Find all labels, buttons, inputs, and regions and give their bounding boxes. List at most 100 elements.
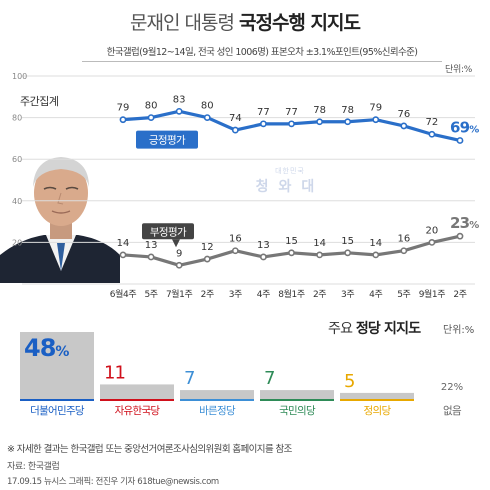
data-point xyxy=(372,251,380,259)
data-label: 14 xyxy=(313,238,326,249)
bar-value-label: 22% xyxy=(441,382,463,393)
svg-text:부정평가: 부정평가 xyxy=(150,226,187,238)
data-label: 16 xyxy=(397,234,410,245)
data-point xyxy=(456,137,464,144)
y-tick-label: 20 xyxy=(12,238,22,247)
x-tick-label: 9월1주 xyxy=(419,288,446,300)
data-label: 69% xyxy=(450,118,479,136)
y-tick-label: 100 xyxy=(12,72,27,81)
watermark-sub: 대한민국 xyxy=(275,167,305,175)
data-point xyxy=(316,251,323,259)
series-label-disapprove: 부정평가 xyxy=(142,223,194,248)
party-unit: 단위:% xyxy=(443,325,475,336)
data-label: 78 xyxy=(313,105,326,116)
data-label: 77 xyxy=(285,107,298,118)
series-label-approve: 긍정평가 xyxy=(136,130,198,149)
data-label: 77 xyxy=(257,107,270,118)
title-light: 문재인 대통령 xyxy=(130,12,235,34)
data-label: 23% xyxy=(450,214,479,232)
data-label: 14 xyxy=(117,238,130,249)
bar-category-label: 더불어민주당 xyxy=(30,405,85,417)
x-tick-label: 5주 xyxy=(397,289,410,300)
bar-category-label: 없음 xyxy=(443,404,462,417)
party-title-light: 주요 xyxy=(328,321,353,337)
footnote: ※ 자세한 결과는 한국갤럽 또는 중앙선거여론조사심의위원회 홈페이지를 참조 xyxy=(7,444,292,455)
bar-category-label: 국민의당 xyxy=(279,405,316,417)
x-tick-label: 4주 xyxy=(257,289,270,300)
data-point xyxy=(231,247,239,255)
approval-line-chart: 20 40 60 80 100 6월4주 5주 7월1주 2주 3주 4주 8월1주 2주 3주 4주 5주… xyxy=(12,72,480,300)
x-tick-label: 4주 xyxy=(369,289,382,300)
data-label: 79 xyxy=(117,103,130,114)
source-line: 자료: 한국갤럽 xyxy=(7,462,60,472)
party-support-title: 주요 정당 지지도 xyxy=(328,318,421,338)
x-tick-label: 2주 xyxy=(201,289,214,300)
data-label: 9 xyxy=(176,248,182,259)
data-label: 13 xyxy=(145,240,158,251)
y-tick-label: 60 xyxy=(12,155,22,164)
president-portrait xyxy=(0,157,120,283)
x-tick-label: 2주 xyxy=(453,289,466,300)
data-label: 15 xyxy=(285,236,298,247)
data-point xyxy=(288,120,295,128)
y-tick-label: 80 xyxy=(12,114,22,123)
bar-value-label: 5 xyxy=(344,371,354,392)
bar-category-label: 바른정당 xyxy=(199,405,236,417)
x-tick-label: 8월1주 xyxy=(278,288,305,300)
data-label: 13 xyxy=(257,240,270,251)
watermark-main: 청와대 xyxy=(255,179,325,195)
x-tick-label: 2주 xyxy=(313,289,326,300)
data-point xyxy=(428,130,436,138)
data-point xyxy=(428,238,436,246)
data-label: 79 xyxy=(369,103,382,114)
y-tick-label: 40 xyxy=(12,197,22,206)
data-label: 20 xyxy=(426,225,439,236)
data-point xyxy=(175,261,183,269)
grid-layer: 20 40 60 80 100 xyxy=(12,72,475,285)
x-tick-label: 3주 xyxy=(229,289,242,300)
data-point xyxy=(260,253,267,261)
party-title-bold: 정당 지지도 xyxy=(355,321,421,337)
title-bold: 국정수행 지지도 xyxy=(238,12,361,34)
data-point xyxy=(147,114,155,121)
bar xyxy=(20,332,94,400)
data-point xyxy=(344,118,352,126)
bar xyxy=(180,390,254,400)
data-point xyxy=(119,251,127,259)
bar-category-label: 자유한국당 xyxy=(115,405,161,417)
watermark: 대한민국 청와대 xyxy=(230,166,350,196)
data-label: 14 xyxy=(369,238,382,249)
data-point xyxy=(344,249,352,257)
data-point xyxy=(231,126,239,134)
x-tick-label: 7월1주 xyxy=(166,288,193,300)
data-label: 72 xyxy=(426,117,439,128)
data-point xyxy=(260,120,267,128)
x-tick-label: 6월4주 xyxy=(110,288,137,300)
data-label: 16 xyxy=(229,234,242,245)
bar xyxy=(340,392,414,400)
data-point xyxy=(203,114,211,121)
data-point xyxy=(316,118,323,126)
bar-category-label: 정의당 xyxy=(364,405,392,417)
data-label: 78 xyxy=(341,105,354,116)
series-layer: 6월4주 5주 7월1주 2주 3주 4주 8월1주 2주 3주 4주 5주 9월1주 2주 79 80 83… xyxy=(110,94,480,300)
data-label: 12 xyxy=(201,242,214,253)
data-label: 76 xyxy=(397,109,410,120)
data-point xyxy=(288,249,295,257)
page-title: 문재인 대통령 국정수행 지지도 xyxy=(0,8,490,35)
bar-value-label: 7 xyxy=(264,368,274,389)
data-label: 80 xyxy=(145,101,158,112)
bar-value-label: 11 xyxy=(104,362,125,383)
data-point xyxy=(400,122,408,130)
data-label: 80 xyxy=(201,101,214,112)
bar xyxy=(260,390,334,400)
x-tick-label: 5주 xyxy=(144,289,157,300)
data-point xyxy=(119,116,127,124)
x-tick-label: 3주 xyxy=(341,289,354,300)
data-point xyxy=(372,116,380,124)
data-label: 74 xyxy=(229,113,242,124)
credit-line: 17.09.15 뉴시스 그래픽: 전진우 기자 618tue@newsis.c… xyxy=(7,477,219,487)
svg-text:긍정평가: 긍정평가 xyxy=(149,135,186,147)
data-point xyxy=(203,255,211,263)
